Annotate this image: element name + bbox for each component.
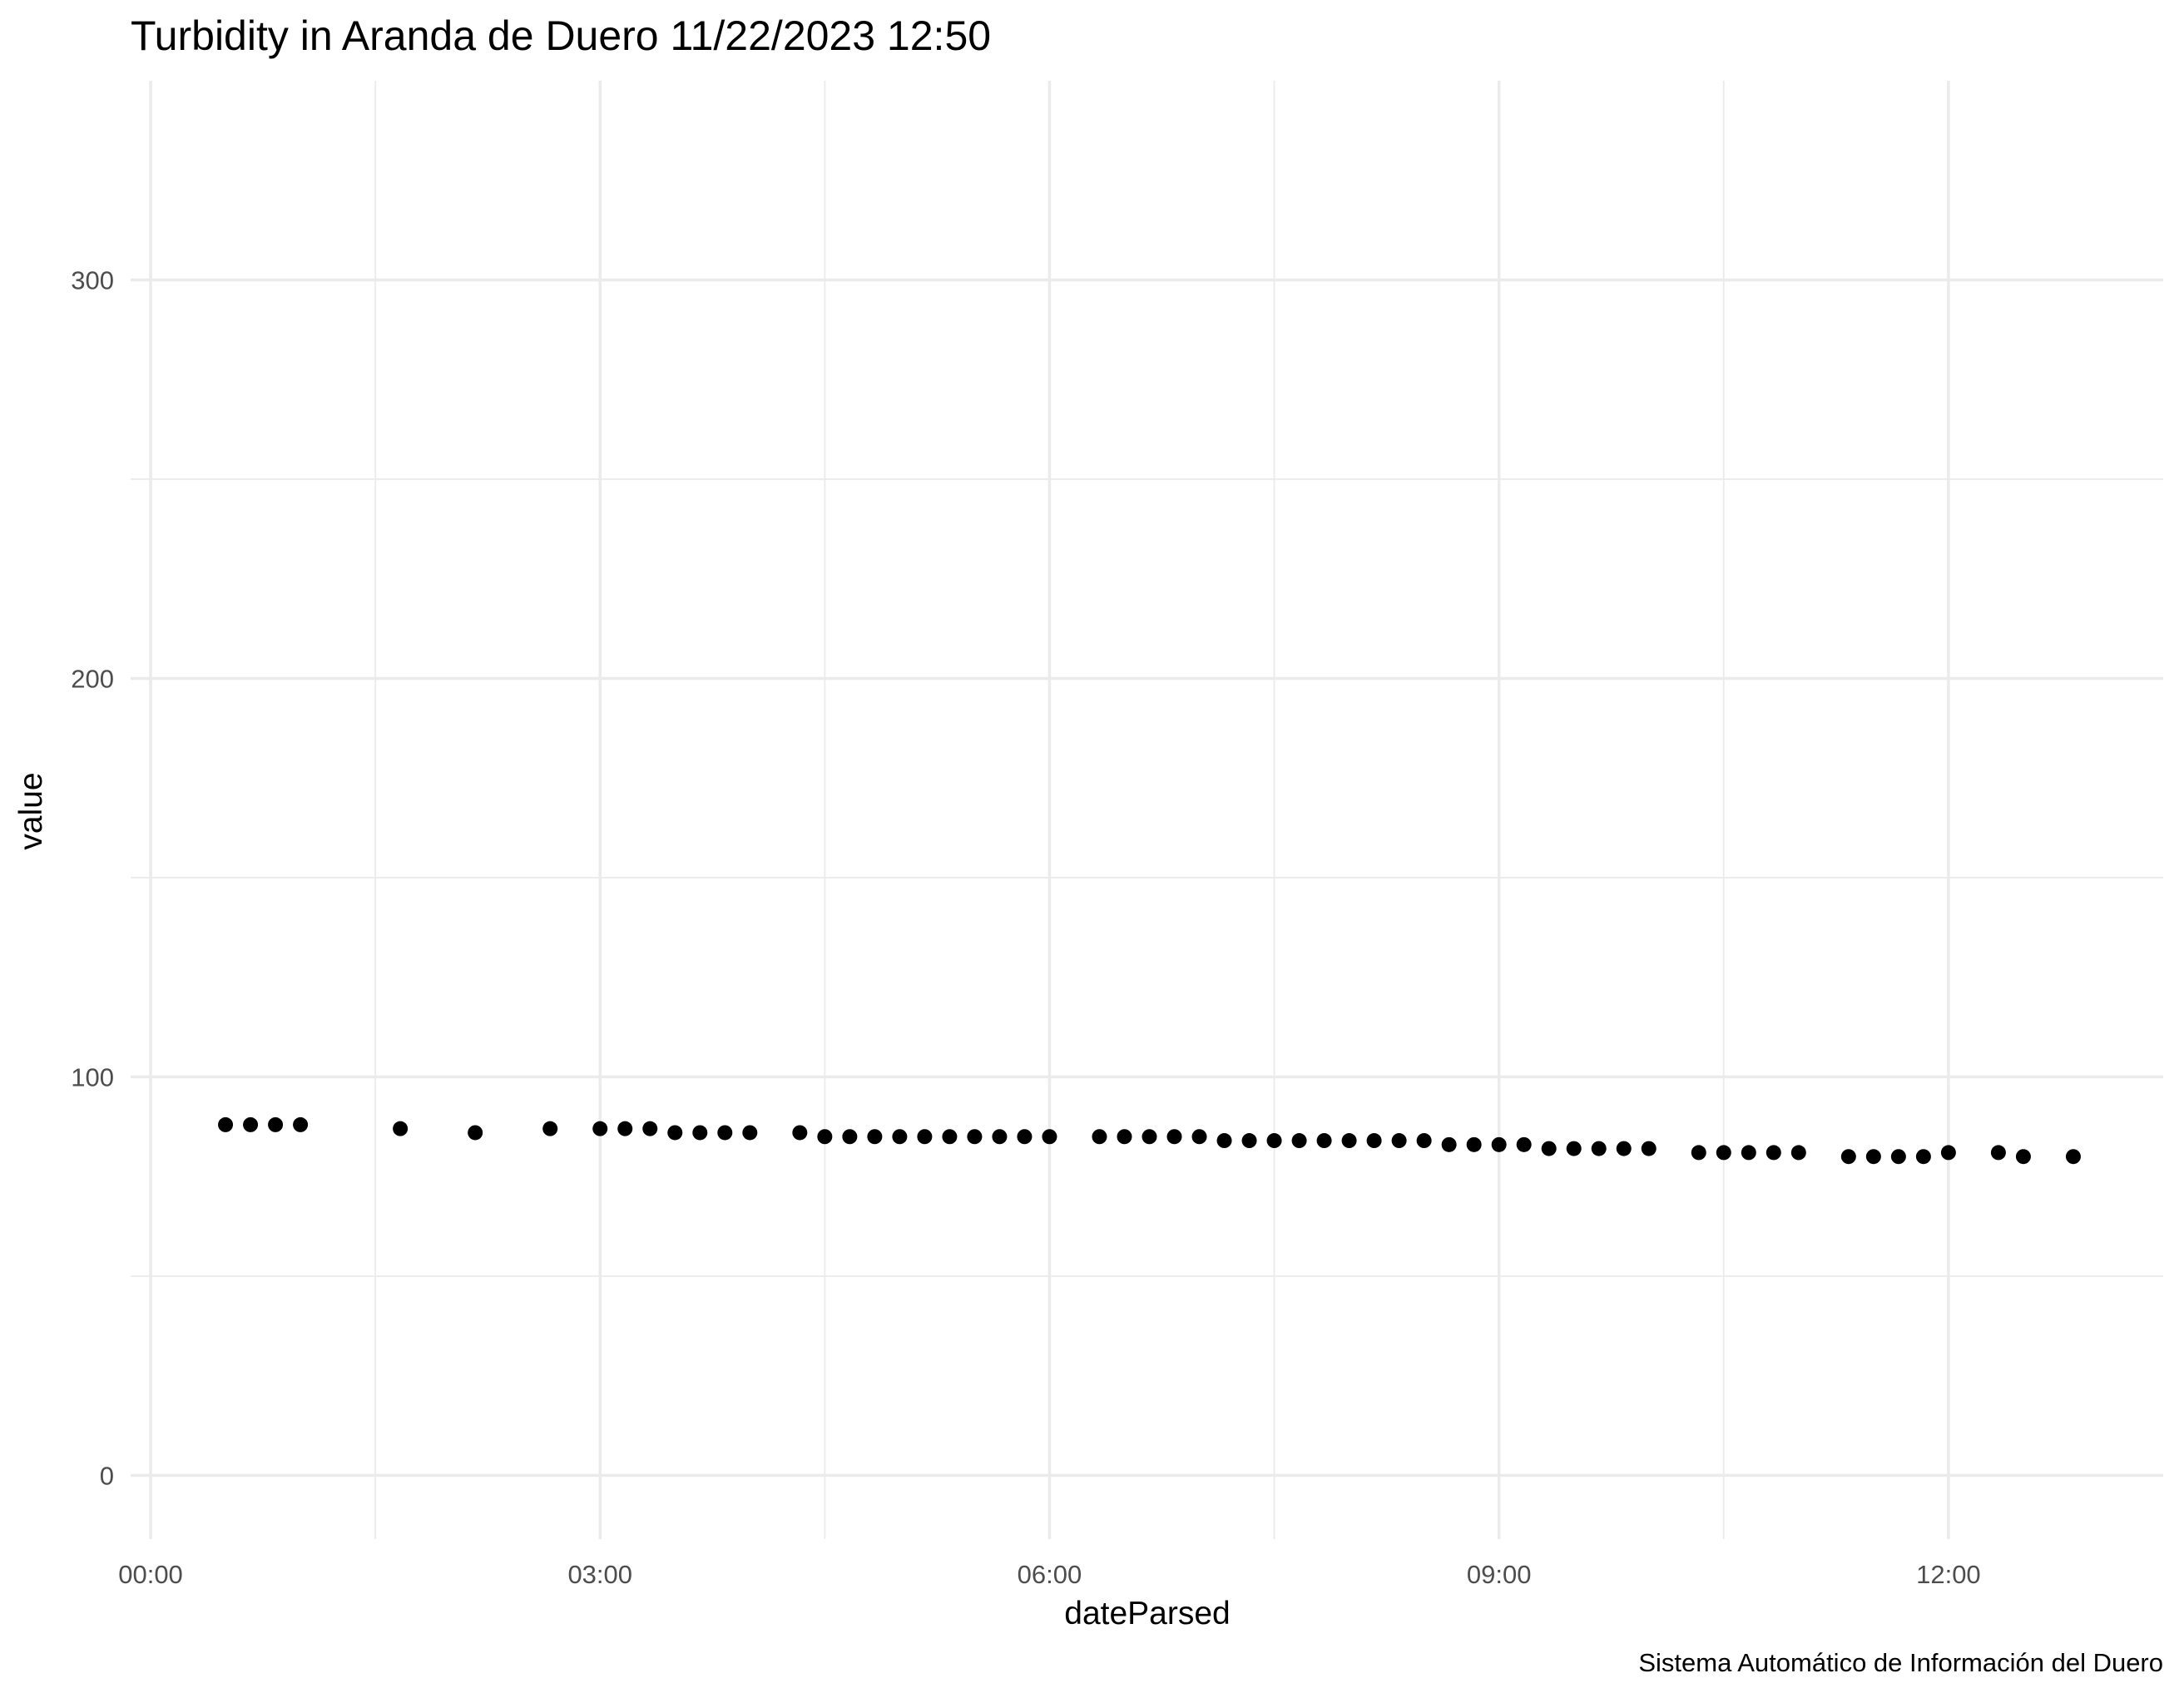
data-point (917, 1129, 933, 1145)
data-point (1990, 1145, 2006, 1161)
data-point (642, 1121, 658, 1136)
data-point (1691, 1145, 1706, 1161)
data-point (1466, 1136, 1482, 1152)
data-point (667, 1125, 683, 1141)
data-point (1716, 1145, 1731, 1161)
data-point (293, 1116, 309, 1132)
data-point (2015, 1149, 2031, 1165)
x-axis-title: dateParsed (1064, 1596, 1230, 1631)
data-point (1166, 1129, 1182, 1145)
data-point (1191, 1129, 1207, 1145)
y-tick-label: 200 (71, 664, 114, 693)
data-point (1865, 1149, 1881, 1165)
data-point (1042, 1129, 1057, 1145)
data-point (1915, 1149, 1931, 1165)
data-point (817, 1129, 833, 1145)
data-point (617, 1121, 633, 1136)
data-point (1516, 1136, 1532, 1152)
data-point (717, 1125, 733, 1141)
data-point (1391, 1133, 1407, 1149)
x-tick-label: 12:00 (1916, 1560, 1981, 1589)
data-point (1241, 1133, 1257, 1149)
x-tick-label: 00:00 (118, 1560, 183, 1589)
data-point (992, 1129, 1008, 1145)
data-point (867, 1129, 883, 1145)
data-point (1117, 1129, 1132, 1145)
data-point (218, 1116, 234, 1132)
y-axis-title: value (13, 772, 49, 849)
data-point (1940, 1145, 1956, 1161)
data-point (2065, 1149, 2081, 1165)
x-axis-ticks: 00:00 03:00 06:00 09:00 12:00 (118, 1560, 1980, 1589)
data-point (842, 1129, 858, 1145)
data-point (1741, 1145, 1756, 1161)
data-point (1216, 1133, 1232, 1149)
data-point (1441, 1136, 1457, 1152)
data-point (1291, 1133, 1307, 1149)
data-point (1840, 1149, 1856, 1165)
data-point (792, 1125, 808, 1141)
data-point (1541, 1141, 1557, 1156)
y-tick-label: 0 (100, 1461, 114, 1490)
data-point (1416, 1133, 1432, 1149)
data-points (218, 1116, 2081, 1165)
data-point (742, 1125, 758, 1141)
chart-title: Turbidity in Aranda de Duero 11/22/2023 … (131, 12, 991, 59)
y-tick-label: 100 (71, 1062, 114, 1092)
data-point (967, 1129, 983, 1145)
y-tick-label: 300 (71, 265, 114, 295)
data-point (1316, 1133, 1332, 1149)
data-point (1790, 1145, 1806, 1161)
x-tick-label: 06:00 (1018, 1560, 1082, 1589)
data-point (1591, 1141, 1607, 1156)
data-point (1641, 1141, 1657, 1156)
data-point (243, 1116, 259, 1132)
data-point (592, 1121, 608, 1136)
data-point (1890, 1149, 1906, 1165)
y-axis-ticks: 0 100 200 300 (71, 265, 114, 1490)
grid (131, 81, 2163, 1539)
x-tick-label: 09:00 (1467, 1560, 1532, 1589)
data-point (1017, 1129, 1033, 1145)
data-point (1766, 1145, 1781, 1161)
data-point (1266, 1133, 1282, 1149)
chart-caption: Sistema Automático de Información del Du… (1638, 1648, 2163, 1677)
data-point (942, 1129, 958, 1145)
data-point (1491, 1136, 1507, 1152)
data-point (542, 1121, 558, 1136)
data-point (393, 1121, 409, 1136)
data-point (1366, 1133, 1382, 1149)
data-point (892, 1129, 908, 1145)
data-point (468, 1125, 483, 1141)
data-point (1092, 1129, 1107, 1145)
data-point (1142, 1129, 1157, 1145)
data-point (1566, 1141, 1582, 1156)
data-point (268, 1116, 284, 1132)
data-point (1616, 1141, 1632, 1156)
data-point (1341, 1133, 1357, 1149)
data-point (692, 1125, 708, 1141)
x-tick-label: 03:00 (567, 1560, 632, 1589)
